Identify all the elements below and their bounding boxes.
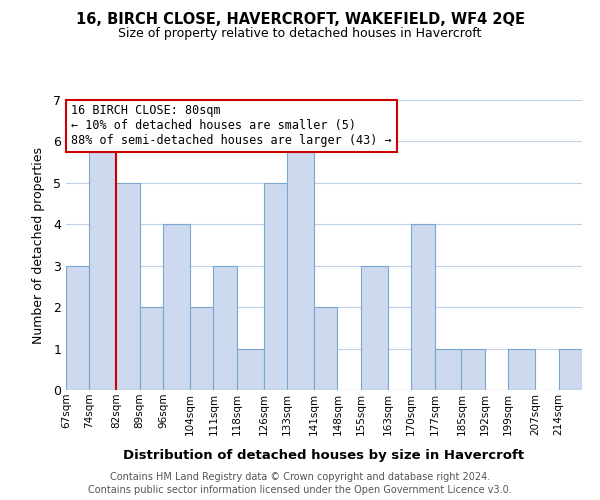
Bar: [190, 307, 214, 390]
Bar: [508, 348, 535, 390]
Text: Size of property relative to detached houses in Havercroft: Size of property relative to detached ho…: [118, 28, 482, 40]
Bar: [434, 348, 461, 390]
Bar: [263, 183, 287, 390]
Bar: [214, 266, 237, 390]
Bar: [361, 266, 388, 390]
Bar: [89, 142, 116, 390]
Bar: [411, 224, 434, 390]
Y-axis label: Number of detached properties: Number of detached properties: [32, 146, 45, 344]
Bar: [116, 183, 140, 390]
Bar: [140, 307, 163, 390]
X-axis label: Distribution of detached houses by size in Havercroft: Distribution of detached houses by size …: [124, 449, 524, 462]
Bar: [287, 142, 314, 390]
Text: Contains public sector information licensed under the Open Government Licence v3: Contains public sector information licen…: [88, 485, 512, 495]
Bar: [237, 348, 263, 390]
Bar: [314, 307, 337, 390]
Bar: [559, 348, 582, 390]
Text: 16, BIRCH CLOSE, HAVERCROFT, WAKEFIELD, WF4 2QE: 16, BIRCH CLOSE, HAVERCROFT, WAKEFIELD, …: [76, 12, 524, 28]
Bar: [461, 348, 485, 390]
Text: Contains HM Land Registry data © Crown copyright and database right 2024.: Contains HM Land Registry data © Crown c…: [110, 472, 490, 482]
Text: 16 BIRCH CLOSE: 80sqm
← 10% of detached houses are smaller (5)
88% of semi-detac: 16 BIRCH CLOSE: 80sqm ← 10% of detached …: [71, 104, 392, 148]
Bar: [163, 224, 190, 390]
Bar: [66, 266, 89, 390]
